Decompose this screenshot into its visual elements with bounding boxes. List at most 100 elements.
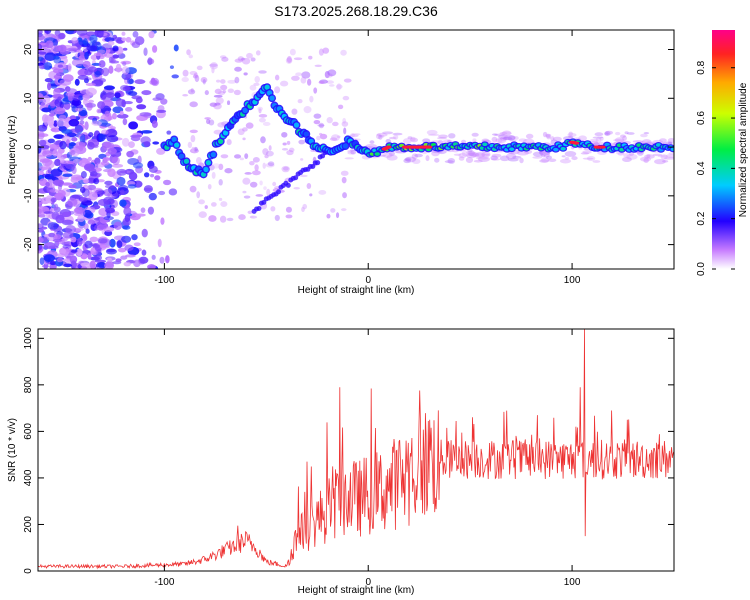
heatmap-cell [156,147,166,155]
heatmap-cell [518,138,527,142]
y-tick-label: 200 [23,516,34,533]
heatmap-cell [214,102,221,106]
heatmap-cell [644,154,655,159]
heatmap-cell [499,131,508,135]
heatmap-cell [97,190,105,195]
heatmap-cell [241,57,251,65]
heatmap-cell [138,256,149,264]
heatmap-cell [104,180,113,186]
heatmap-cell [43,62,53,71]
heatmap-cell [336,135,341,139]
heatmap-cell [116,240,123,249]
heatmap-cell [626,153,638,160]
heatmap-cell [242,137,246,141]
heatmap-cell [87,66,98,73]
heatmap-cell [189,101,198,108]
heatmap-cell [249,215,254,219]
heatmap-cell [91,144,99,149]
heatmap-cell [93,177,100,185]
heatmap-cell [662,159,669,163]
heatmap-cell [211,163,221,169]
heatmap-cell [342,192,347,199]
heatmap-cell [119,110,124,116]
heatmap-cell [113,221,123,231]
heatmap-cell [507,158,519,162]
heatmap-cell [128,141,135,148]
heatmap-cell [40,101,47,108]
heatmap-cell [614,137,625,143]
heatmap-cell [589,138,599,142]
heatmap-cell [189,129,198,134]
chart-title: S173.2025.268.18.29.C36 [274,3,438,19]
heatmap-cell [242,127,248,132]
heatmap-cell [43,242,56,250]
heatmap-cell [327,69,337,77]
heatmap-cell [349,134,359,138]
heatmap-cell [434,157,440,163]
heatmap-cell [264,154,269,159]
heatmap-cell [414,153,423,158]
heatmap-cell [65,162,76,170]
heatmap-cell [293,186,300,190]
heatmap-cell [386,154,398,161]
heatmap-cell [210,152,216,158]
heatmap-cell [431,150,440,157]
heatmap-cell [472,153,485,158]
heatmap-cell [123,261,132,267]
heatmap-cell [670,147,674,152]
heatmap-cell [254,164,259,172]
heatmap-cell [208,215,217,222]
heatmap-cell [61,182,73,186]
heatmap-cell [474,152,486,158]
heatmap-cell [478,156,490,162]
heatmap-cell [56,257,64,263]
x-tick-label: 0 [365,275,371,286]
heatmap-cell [76,30,88,36]
heatmap-cell [342,95,350,101]
heatmap-cell [74,78,80,86]
heatmap-cell [87,156,92,162]
heatmap-y-axis-label: Frequency (Hz) [7,116,18,185]
heatmap-cell [592,136,604,139]
x-tick-label: -100 [154,577,174,588]
heatmap-cell [82,60,91,68]
heatmap-cell [632,140,644,143]
heatmap-cell [100,160,110,166]
heatmap-cell [125,254,136,258]
heatmap-cell [40,226,48,230]
heatmap-cell [221,56,229,62]
heatmap-cell [159,256,165,264]
heatmap-cell [103,216,114,221]
heatmap-cell [39,257,45,265]
heatmap-cell [85,87,97,96]
heatmap-cell [106,248,116,253]
heatmap-cell [152,141,160,145]
heatmap-cell [49,261,57,266]
heatmap-cell [279,80,289,87]
heatmap-cell [313,119,321,125]
heatmap-cell [246,52,253,59]
heatmap-cell [85,82,96,87]
heatmap-cell [80,171,87,179]
heatmap-cell [309,95,314,103]
heatmap-cell [85,228,90,234]
heatmap-cell [350,133,356,138]
heatmap-cell [407,136,413,140]
heatmap-cell [329,84,335,87]
heatmap-cell [103,85,115,91]
heatmap-cell [89,236,99,243]
heatmap-cell [134,213,146,217]
heatmap-cell [335,212,340,219]
heatmap-cell [491,153,502,158]
heatmap-cell [136,104,147,110]
heatmap-cell [193,72,198,77]
heatmap-cell [580,152,590,155]
heatmap-cell [378,134,383,140]
heatmap-cell [71,37,79,44]
heatmap-cell [243,72,248,76]
heatmap-cell [626,132,635,135]
heatmap-cell [196,191,201,199]
heatmap-cell [285,57,293,64]
heatmap-cell [200,76,208,83]
